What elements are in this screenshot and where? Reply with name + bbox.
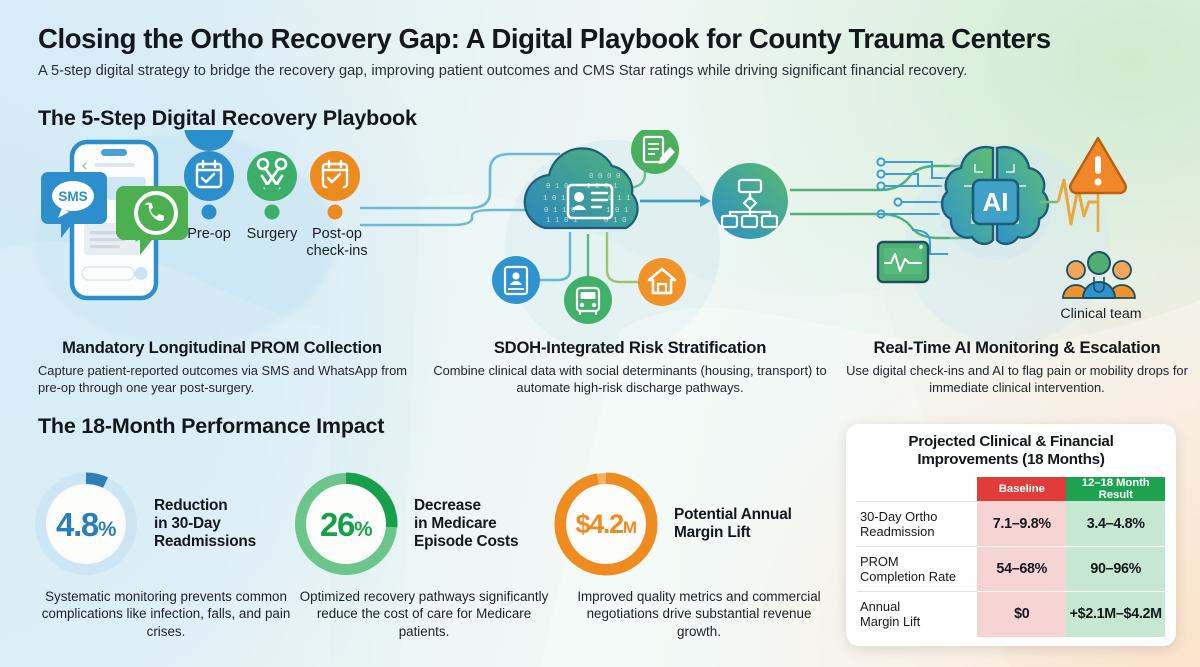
pillar-ai-monitoring: Real-Time AI Monitoring & Escalation Use… xyxy=(838,338,1196,396)
timeline-label-surgery: Surgery xyxy=(247,226,299,242)
pillar-risk-stratification: SDOH-Integrated Risk Stratification Comb… xyxy=(420,338,840,396)
projections-card: Projected Clinical & Financial Improveme… xyxy=(846,424,1176,646)
clinical-team-label: Clinical team xyxy=(1060,306,1141,322)
row-metric-name: Annual Margin Lift xyxy=(857,592,977,637)
row-metric-line: Readmission xyxy=(860,524,935,540)
row-result-value: 3.4–4.8% xyxy=(1066,501,1165,548)
row-result-value: +$2.1M–$4.2M xyxy=(1066,591,1165,637)
ai-label: AI xyxy=(983,187,1009,217)
svg-text:1 0 0 1: 1 0 0 1 xyxy=(586,183,618,191)
svg-text:0 1 0: 0 1 0 xyxy=(546,183,569,191)
svg-text:0 1 1 0: 0 1 1 0 xyxy=(544,207,576,215)
pillar-title: SDOH-Integrated Risk Stratification xyxy=(493,338,767,357)
metric-margin-lift: $4.2M Potential Annual Margin Lift Impro… xyxy=(552,470,834,640)
table-header-row: Baseline 12–18 Month Result xyxy=(857,477,1165,502)
warning-triangle-icon xyxy=(1069,136,1127,195)
document-person-icon xyxy=(492,256,540,304)
metric-value: 4.8 xyxy=(56,505,99,543)
metric-value: $4.2 xyxy=(575,508,624,539)
metric-note: Improved quality metrics and commercial … xyxy=(577,589,821,639)
metric-label: Decrease in Medicare Episode Costs xyxy=(414,496,519,552)
donut-chart-medicare: 26% xyxy=(292,470,400,578)
timeline-pin-pre-op xyxy=(184,130,234,220)
row-baseline-value: $0 xyxy=(977,591,1067,637)
sms-bubble-icon: SMS xyxy=(41,172,107,238)
row-metric-line: 30-Day Ortho xyxy=(860,508,938,524)
document-edit-icon xyxy=(631,130,679,174)
timeline-pin-post-op xyxy=(310,151,360,220)
svg-text:0 1 1: 0 1 1 xyxy=(608,195,631,203)
table-row: Annual Margin Lift $0 +$2.1M–$4.2M xyxy=(857,591,1165,637)
playbook-heading: The 5-Step Digital Recovery Playbook xyxy=(38,106,417,130)
pillar-desc: Combine clinical data with social determ… xyxy=(433,363,827,396)
metric-unit: % xyxy=(98,517,116,541)
donut-chart-readmission: 4.8% xyxy=(32,470,140,578)
metric-label-line: Potential Annual xyxy=(674,505,792,523)
card-title: Projected Clinical & Financial Improveme… xyxy=(908,433,1114,469)
metric-unit: % xyxy=(354,517,373,541)
clinical-team-icon xyxy=(1062,251,1136,299)
row-result-value: 90–96% xyxy=(1066,546,1165,593)
pillar-desc: Capture patient-reported outcomes via SM… xyxy=(38,363,407,396)
metric-unit: M xyxy=(622,517,637,537)
timeline-label-post-op-2: check-ins xyxy=(306,243,367,259)
donut-chart-margin: $4.2M xyxy=(552,470,660,578)
hierarchy-icon xyxy=(712,163,788,239)
svg-text:SMS: SMS xyxy=(58,189,87,204)
svg-text:1 0 1: 1 0 1 xyxy=(606,207,629,215)
metric-label-line: in Medicare xyxy=(414,514,497,532)
svg-text:1 0 1: 1 0 1 xyxy=(543,195,566,203)
metric-label-line: Readmissions xyxy=(154,533,256,551)
row-metric-line: Annual xyxy=(860,599,901,615)
whatsapp-bubble-icon xyxy=(116,186,188,255)
table-header-result: 12–18 Month Result xyxy=(1066,477,1165,502)
table-row: PROM Completion Rate 54–68% 90–96% xyxy=(857,546,1165,593)
metric-note: Systematic monitoring prevents common co… xyxy=(41,589,291,639)
row-metric-line: PROM xyxy=(860,554,899,570)
vitals-monitor-icon xyxy=(876,240,930,284)
header: Closing the Ortho Recovery Gap: A Digita… xyxy=(38,23,1166,80)
metric-label-line: Decrease xyxy=(414,496,481,514)
row-baseline-value: 54–68% xyxy=(977,546,1067,593)
ai-brain-icon: AI xyxy=(937,144,1053,260)
table-header-baseline: Baseline xyxy=(977,477,1067,502)
page-subtitle: A 5-step digital strategy to bridge the … xyxy=(38,62,968,79)
pillar-title: Mandatory Longitudinal PROM Collection xyxy=(62,338,382,357)
metric-label: Potential Annual Margin Lift xyxy=(674,506,792,542)
process-diagram: SMS xyxy=(41,130,1142,324)
metric-note: Optimized recovery pathways significantl… xyxy=(299,589,549,639)
svg-text:1 1 0 1: 1 1 0 1 xyxy=(546,217,578,225)
timeline-label-post-op-1: Post-op xyxy=(312,226,362,242)
metric-label: Reduction in 30-Day Readmissions xyxy=(154,497,256,552)
row-baseline-value: 7.1–9.8% xyxy=(977,501,1067,548)
row-metric-name: PROM Completion Rate xyxy=(857,546,978,593)
pillar-desc: Use digital check-ins and AI to flag pai… xyxy=(846,363,1188,396)
metric-label-line: in 30-Day xyxy=(154,514,221,532)
svg-text:0 0 0 0: 0 0 0 0 xyxy=(589,173,621,181)
svg-text:0 1 0: 0 1 0 xyxy=(604,217,627,225)
projections-table: Baseline 12–18 Month Result 30-Day Ortho… xyxy=(857,477,1165,637)
metric-label-line: Episode Costs xyxy=(414,533,519,551)
row-metric-line: Margin Lift xyxy=(860,614,921,630)
metric-medicare-cost-decrease: 26% Decrease in Medicare Episode Costs O… xyxy=(292,470,560,640)
pillar-prom-collection: Mandatory Longitudinal PROM Collection C… xyxy=(22,338,422,396)
row-metric-line: Completion Rate xyxy=(860,569,957,585)
row-metric-name: 30-Day Ortho Readmission xyxy=(857,500,978,548)
metric-label-line: Margin Lift xyxy=(674,524,751,541)
table-header-blank xyxy=(857,477,977,501)
table-row: 30-Day Ortho Readmission 7.1–9.8% 3.4–4.… xyxy=(857,500,1165,548)
metric-value: 26 xyxy=(319,505,355,543)
metric-readmission-reduction: 4.8% Reduction in 30-Day Readmissions Sy… xyxy=(32,470,312,640)
impact-heading: The 18-Month Performance Impact xyxy=(38,414,385,438)
home-icon xyxy=(638,258,686,306)
timeline-pin-surgery xyxy=(247,151,297,220)
page-title: Closing the Ortho Recovery Gap: A Digita… xyxy=(38,23,1051,54)
bus-icon xyxy=(564,276,612,324)
cloud-patient-record-icon: 0 1 0 1 0 1 0 1 1 0 1 1 0 1 0 0 0 0 1 0 0 1… xyxy=(523,147,639,230)
pillar-title: Real-Time AI Monitoring & Escalation xyxy=(873,338,1161,357)
timeline-label-pre-op: Pre-op xyxy=(187,226,231,242)
metric-label-line: Reduction xyxy=(154,496,228,514)
